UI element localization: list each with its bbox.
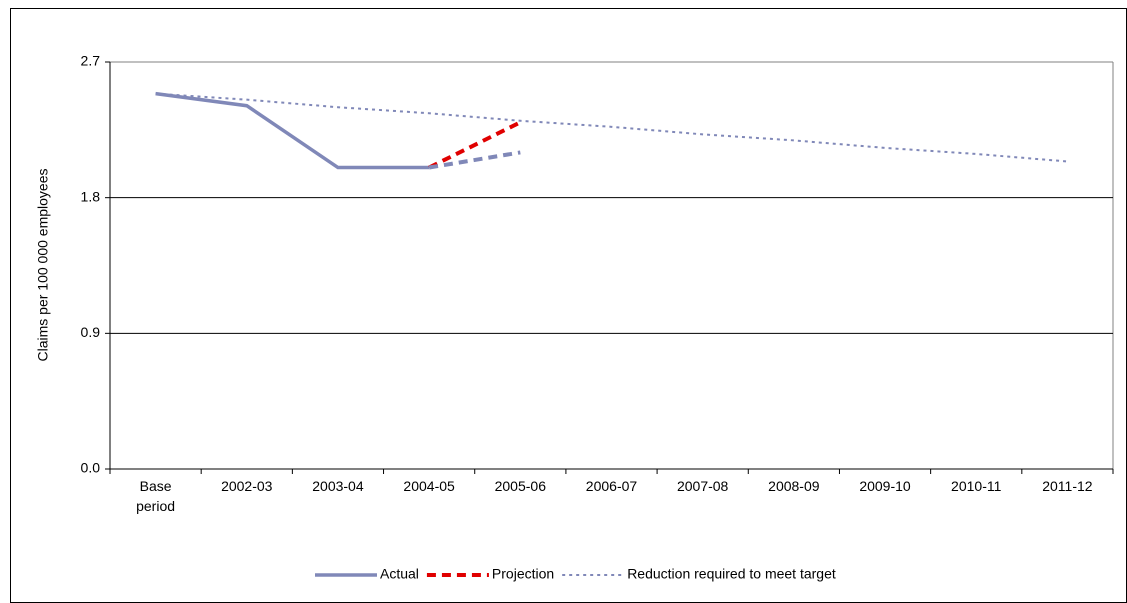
legend-label: Projection [492, 566, 554, 582]
x-tick-label: 2006-07 [585, 478, 638, 494]
x-tick-label: 2002-03 [221, 478, 273, 494]
x-tick-label: 2009-10 [859, 478, 911, 494]
series-line [428, 120, 522, 170]
y-axis-title: Claims per 100 000 employees [35, 169, 51, 362]
y-tick-label: 0.9 [81, 324, 101, 340]
y-tick-label: 2.7 [81, 53, 101, 69]
x-tick-label: Base period [136, 478, 176, 514]
legend-label: Actual [380, 566, 419, 582]
legend-label: Reduction required to meet target [627, 566, 836, 582]
x-tick-label: 2003-04 [312, 478, 364, 494]
series-line [428, 150, 521, 170]
x-tick-label: 2007-08 [676, 478, 729, 494]
x-tick-label: 2005-06 [494, 478, 546, 494]
y-tick-label: 1.8 [81, 188, 101, 204]
x-tick-label: 2011-12 [1042, 478, 1093, 494]
series-line [155, 91, 430, 170]
x-tick-label: 2010-11 [951, 478, 1002, 494]
x-tick-label: 2008-09 [768, 478, 820, 494]
series-line [155, 92, 1068, 163]
y-tick-label: 0.0 [81, 460, 101, 476]
x-tick-label: 2004-05 [403, 478, 455, 494]
